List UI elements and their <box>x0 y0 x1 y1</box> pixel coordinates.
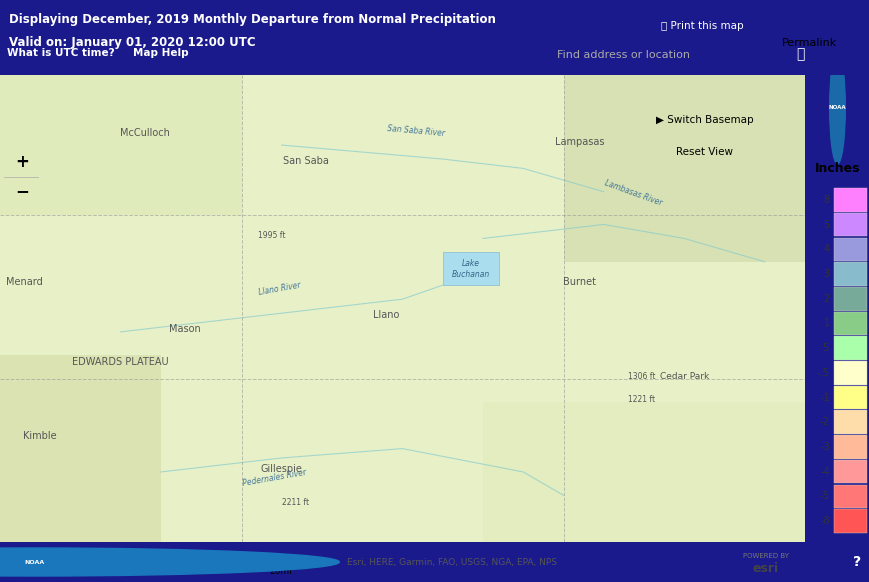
Text: 🖨 Print this map: 🖨 Print this map <box>660 21 743 31</box>
Bar <box>833 287 866 311</box>
Text: Displaying December, 2019 Monthly Departure from Normal Precipitation: Displaying December, 2019 Monthly Depart… <box>9 13 495 27</box>
Text: 🔍: 🔍 <box>795 48 804 62</box>
Bar <box>833 189 866 212</box>
Text: ▶ Switch Basemap: ▶ Switch Basemap <box>655 115 753 125</box>
Text: Lake
Buchanan: Lake Buchanan <box>451 259 489 279</box>
Text: 0: 0 <box>110 567 116 576</box>
Text: -8: -8 <box>819 516 829 526</box>
Text: -2: -2 <box>819 417 829 427</box>
Text: 3: 3 <box>823 269 829 279</box>
Text: +: + <box>15 153 29 171</box>
Text: Find address or location: Find address or location <box>557 49 690 59</box>
Text: -.5: -.5 <box>816 368 829 378</box>
Bar <box>833 213 866 236</box>
Text: Pedernales River: Pedernales River <box>242 468 307 488</box>
Text: -1: -1 <box>819 392 829 403</box>
Text: San Saba River: San Saba River <box>386 124 444 138</box>
Polygon shape <box>563 75 804 262</box>
Text: NOAA: NOAA <box>828 105 846 110</box>
Text: Valid on: January 01, 2020 12:00 UTC: Valid on: January 01, 2020 12:00 UTC <box>9 36 255 49</box>
Polygon shape <box>0 75 804 542</box>
Text: Mason: Mason <box>169 324 201 334</box>
Bar <box>217 554 269 560</box>
Text: Menard: Menard <box>6 277 43 287</box>
Text: esri: esri <box>752 562 778 575</box>
Circle shape <box>0 548 339 576</box>
Text: 1221 ft: 1221 ft <box>627 395 654 404</box>
Text: POWERED BY: POWERED BY <box>742 553 787 559</box>
Bar <box>833 237 866 261</box>
Polygon shape <box>0 355 161 542</box>
Text: San Saba: San Saba <box>282 156 328 166</box>
Text: Lambasas River: Lambasas River <box>603 179 663 208</box>
Text: 1995 ft: 1995 ft <box>257 232 285 240</box>
Text: Burnet: Burnet <box>562 277 595 287</box>
Text: Map Help: Map Help <box>133 48 189 58</box>
Text: 20mi: 20mi <box>269 567 292 576</box>
Polygon shape <box>442 253 499 285</box>
Text: 8: 8 <box>823 195 829 205</box>
Text: 1306 ft: 1306 ft <box>627 371 654 381</box>
Bar <box>833 509 866 533</box>
Text: Lampasas: Lampasas <box>554 137 604 147</box>
Text: Cedar Park: Cedar Park <box>659 371 708 381</box>
Text: 4: 4 <box>823 244 829 254</box>
Text: 1: 1 <box>823 318 829 328</box>
Text: 2: 2 <box>822 294 829 304</box>
Text: Gillespie: Gillespie <box>261 464 302 474</box>
Bar <box>833 336 866 360</box>
Bar <box>833 262 866 286</box>
Text: 10: 10 <box>185 567 197 576</box>
Text: 2211 ft: 2211 ft <box>282 498 308 507</box>
Bar <box>833 312 866 335</box>
Bar <box>139 554 191 560</box>
Text: -5: -5 <box>819 491 829 501</box>
Text: -4: -4 <box>819 467 829 477</box>
Text: Esri, HERE, Garmin, FAO, USGS, NGA, EPA, NPS: Esri, HERE, Garmin, FAO, USGS, NGA, EPA,… <box>347 558 557 566</box>
Text: Llano River: Llano River <box>257 280 301 296</box>
Text: Reset View: Reset View <box>676 147 733 157</box>
Bar <box>833 361 866 385</box>
Text: Kimble: Kimble <box>23 431 57 441</box>
Text: .5: .5 <box>819 343 829 353</box>
Bar <box>833 485 866 508</box>
Text: EDWARDS PLATEAU: EDWARDS PLATEAU <box>72 357 169 367</box>
Text: Llano: Llano <box>373 310 399 320</box>
Text: -3: -3 <box>819 442 829 452</box>
Bar <box>833 460 866 483</box>
Text: −: − <box>15 182 29 200</box>
Text: NOAA: NOAA <box>24 559 45 565</box>
Text: ?: ? <box>852 555 860 569</box>
Circle shape <box>829 52 845 164</box>
Text: 5: 5 <box>822 220 829 230</box>
Polygon shape <box>0 75 242 215</box>
Bar <box>113 554 269 560</box>
Polygon shape <box>482 402 804 542</box>
Text: What is UTC time?: What is UTC time? <box>7 48 115 58</box>
Bar <box>833 410 866 434</box>
Bar <box>833 435 866 459</box>
Text: Permalink: Permalink <box>780 38 836 48</box>
Bar <box>833 386 866 409</box>
Text: McCulloch: McCulloch <box>120 127 169 138</box>
Text: Inches: Inches <box>813 162 859 175</box>
